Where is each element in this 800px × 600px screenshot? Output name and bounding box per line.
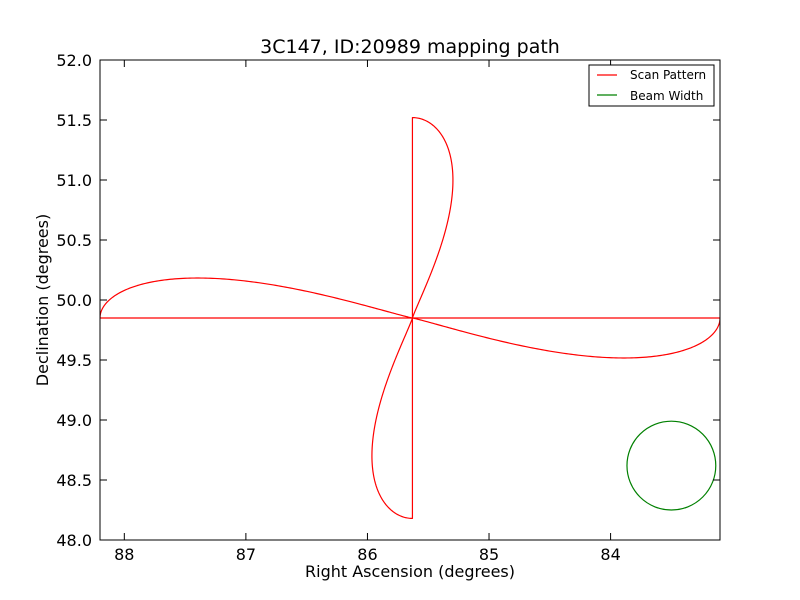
- legend-label-beam-width: Beam Width: [630, 89, 703, 103]
- scan-pattern-line: [100, 117, 720, 519]
- y-tick-label: 48.0: [56, 531, 92, 550]
- y-tick-label: 49.0: [56, 411, 92, 430]
- y-axis-label: Declination (degrees): [33, 214, 52, 386]
- x-tick-label: 87: [236, 545, 256, 564]
- legend: Scan Pattern Beam Width: [588, 64, 715, 107]
- legend-label-scan-pattern: Scan Pattern: [630, 68, 706, 82]
- beam-width-circle: [626, 420, 717, 511]
- y-tick-label: 50.0: [56, 291, 92, 310]
- y-axis-ticks: 48.0 48.5 49.0 49.5 50.0 50.5 51.0 51.5 52.0: [56, 51, 720, 550]
- y-tick-label: 51.5: [56, 111, 92, 130]
- y-tick-label: 50.5: [56, 231, 92, 250]
- x-axis-label: Right Ascension (degrees): [305, 562, 515, 581]
- x-tick-label: 84: [600, 545, 620, 564]
- y-tick-label: 48.5: [56, 471, 92, 490]
- x-axis-ticks: 88 87 86 85 84: [114, 60, 621, 564]
- y-tick-label: 49.5: [56, 351, 92, 370]
- y-tick-label: 51.0: [56, 171, 92, 190]
- chart-title: 3C147, ID:20989 mapping path: [260, 36, 560, 58]
- series-layer: [100, 117, 720, 519]
- legend-box: [588, 64, 715, 107]
- x-tick-label: 86: [357, 545, 377, 564]
- x-tick-label: 88: [114, 545, 134, 564]
- x-tick-label: 85: [479, 545, 499, 564]
- y-tick-label: 52.0: [56, 51, 92, 70]
